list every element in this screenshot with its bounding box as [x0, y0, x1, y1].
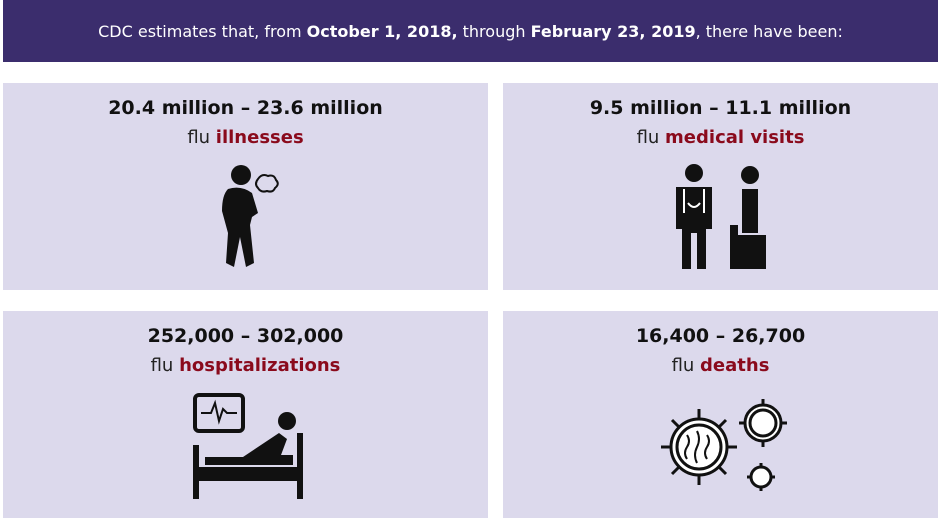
icon-medical: [675, 164, 766, 269]
header-date: February 23, 2019: [530, 21, 696, 41]
icon-hospital: [192, 393, 303, 499]
icon-virus: [660, 399, 787, 491]
card: 20.4 million – 23.6 million flu illnesse…: [3, 83, 488, 290]
card-prefix: flu: [671, 355, 695, 376]
card-label: flu hospitalizations: [3, 355, 488, 376]
card-highlight: illnesses: [215, 127, 304, 148]
card: 252,000 – 302,000 flu hospitalizations: [3, 311, 488, 518]
card-label: flu deaths: [503, 355, 938, 376]
header-text: , there have been:: [695, 21, 843, 41]
header-text: CDC estimates that, from: [98, 21, 307, 41]
header-text: through: [457, 21, 531, 41]
card-highlight: medical visits: [665, 127, 805, 148]
card-label: flu medical visits: [503, 127, 938, 148]
card-label: flu illnesses: [3, 127, 488, 148]
header: CDC estimates that, from October 1, 2018…: [3, 0, 938, 62]
card-prefix: flu: [150, 355, 174, 376]
icon-sick: [221, 165, 279, 267]
card-range: 9.5 million – 11.1 million: [589, 97, 852, 119]
card-range: 20.4 million – 23.6 million: [108, 97, 383, 119]
card-prefix: flu: [636, 127, 660, 148]
card-highlight: hospitalizations: [179, 355, 341, 376]
card-range: 16,400 – 26,700: [635, 325, 806, 347]
card-prefix: flu: [187, 127, 211, 148]
card-range: 252,000 – 302,000: [147, 325, 344, 347]
card: 9.5 million – 11.1 million flu medical v…: [503, 83, 938, 290]
header-date: October 1, 2018,: [306, 21, 458, 41]
card-highlight: deaths: [700, 355, 770, 376]
card: 16,400 – 26,700 flu deaths: [503, 311, 938, 518]
